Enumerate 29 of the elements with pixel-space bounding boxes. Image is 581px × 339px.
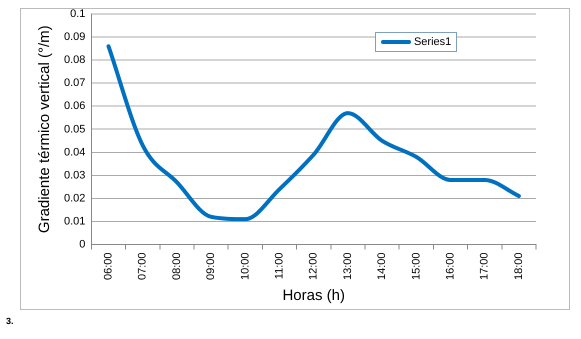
y-axis-title: Gradiente térmico vertical (°/m) bbox=[36, 25, 54, 234]
x-tick-label: 11:00 bbox=[274, 252, 286, 280]
x-tick-label: 09:00 bbox=[205, 252, 218, 280]
x-tick-label: 15:00 bbox=[410, 252, 422, 280]
y-tick-label: 0.05 bbox=[64, 123, 86, 136]
y-tick-label: 0.08 bbox=[64, 54, 86, 66]
x-tick-label: 17:00 bbox=[478, 252, 491, 280]
y-tick-label: 0.03 bbox=[64, 169, 86, 182]
x-tick-label: 07:00 bbox=[136, 252, 149, 280]
x-axis-title: Horas (h) bbox=[282, 287, 345, 304]
x-tick-label: 10:00 bbox=[239, 252, 252, 280]
x-tick-label: 16:00 bbox=[444, 252, 457, 280]
x-tick-label: 12:00 bbox=[308, 252, 320, 280]
x-tick-label: 18:00 bbox=[512, 252, 525, 280]
y-tick-label: 0 bbox=[79, 238, 86, 251]
y-tick-label: 0.04 bbox=[64, 146, 86, 158]
y-tick-label: 0.09 bbox=[64, 31, 86, 44]
legend-label: Series1 bbox=[414, 36, 452, 48]
y-tick-label: 0.07 bbox=[64, 77, 86, 90]
x-tick-label: 08:00 bbox=[170, 252, 183, 280]
line-series bbox=[106, 44, 521, 222]
x-tick-label: 14:00 bbox=[376, 252, 388, 280]
y-tick-label: 0.06 bbox=[64, 100, 86, 112]
y-tick-label: 0.01 bbox=[64, 215, 86, 228]
y-tick-label: 0.1 bbox=[70, 8, 86, 20]
y-tick-label: 0.02 bbox=[64, 192, 86, 204]
x-tick-label: 13:00 bbox=[342, 252, 354, 280]
x-tick-label: 06:00 bbox=[102, 252, 115, 280]
text: 3. bbox=[6, 316, 14, 326]
